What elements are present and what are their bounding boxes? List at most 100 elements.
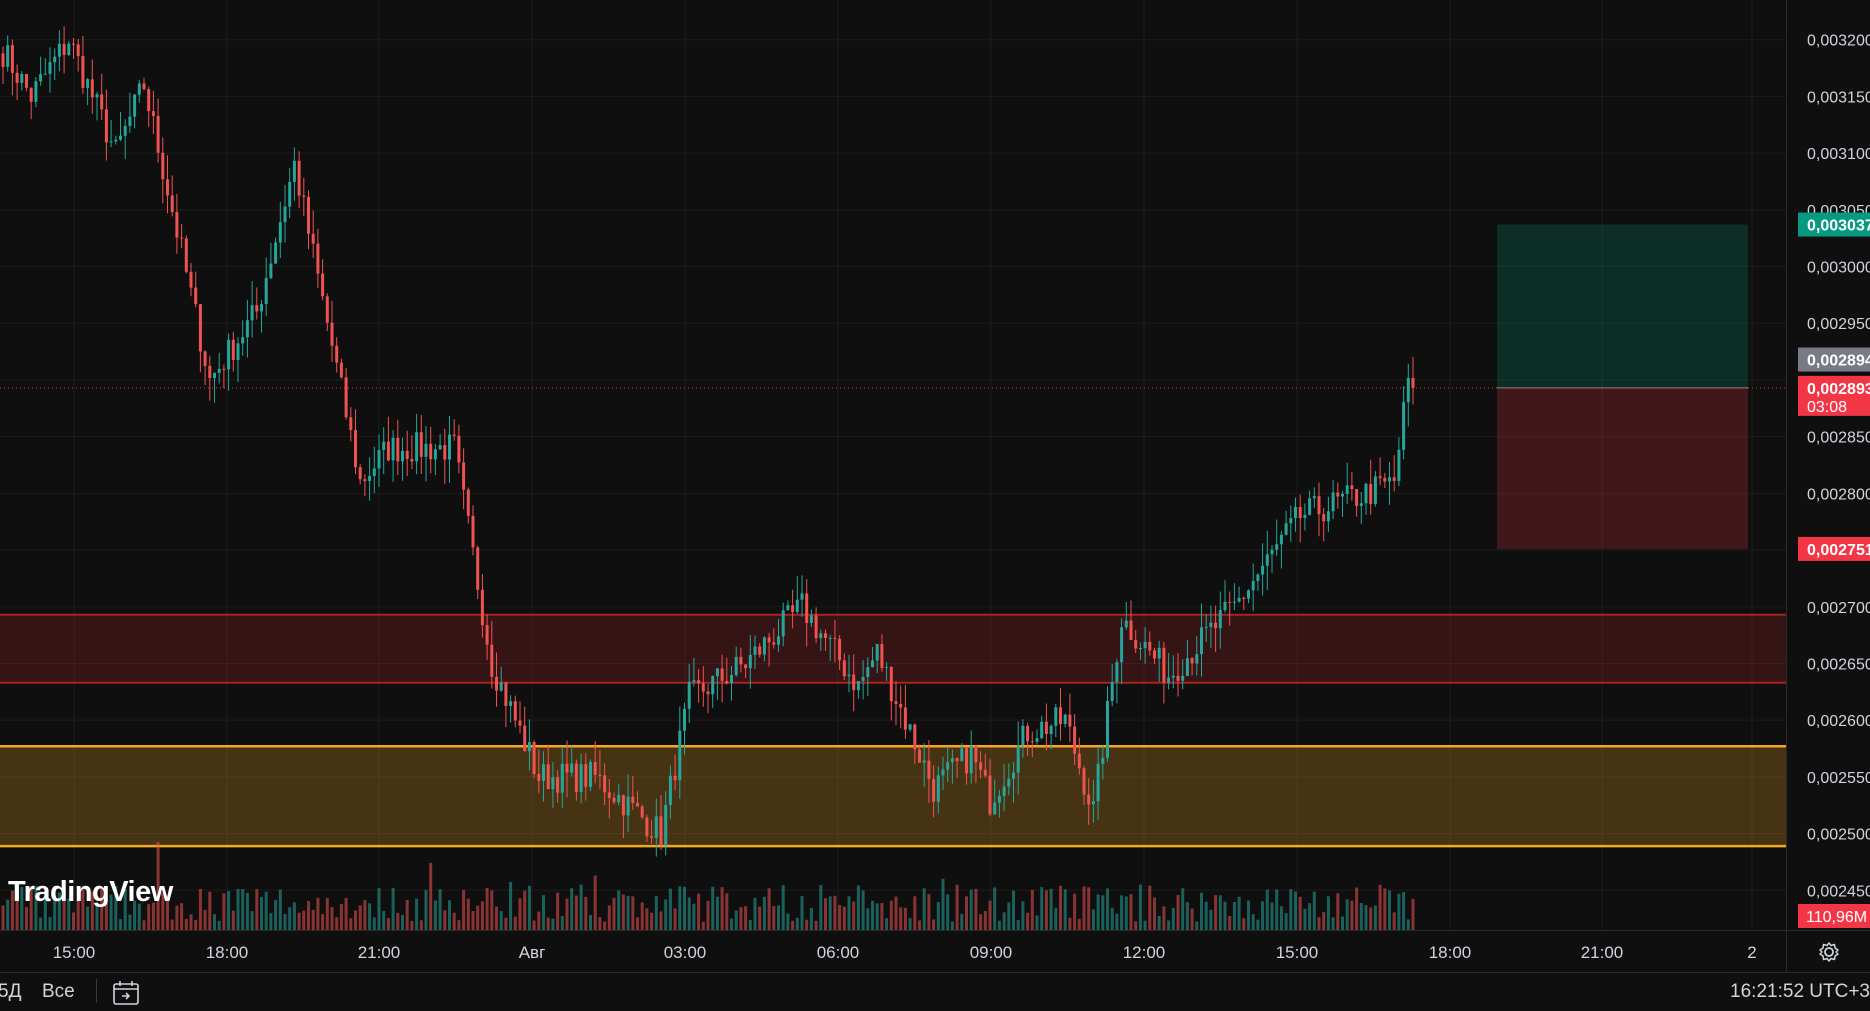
candle <box>725 657 729 685</box>
volume-bar <box>927 894 931 930</box>
volume-bar <box>795 917 799 930</box>
volume-bar <box>184 918 188 930</box>
volume-bar <box>1256 919 1260 930</box>
candle <box>551 761 555 808</box>
candle <box>805 579 809 647</box>
candle <box>133 93 137 129</box>
volume-bar <box>1378 884 1382 930</box>
candle <box>330 300 334 362</box>
candle-body <box>927 760 931 780</box>
volume-bar <box>1162 906 1166 930</box>
candle-body <box>151 111 155 116</box>
volume-bar <box>1044 890 1048 930</box>
volume-bar <box>39 917 43 930</box>
volume-bar <box>673 908 677 930</box>
volume-bar <box>1317 917 1321 930</box>
price-scale[interactable]: 0,003200 0,003150 0,003100 0,003050 0,003000… <box>1786 0 1870 930</box>
volume-bar <box>542 895 545 930</box>
candle <box>1021 719 1025 758</box>
candle-body <box>1096 763 1100 802</box>
volume-bar <box>100 889 104 930</box>
candle-body <box>147 89 151 112</box>
candle-body <box>1223 601 1227 611</box>
time-tick-label: 06:00 <box>817 943 860 962</box>
volume-bar <box>894 896 898 930</box>
volume-bar <box>997 920 1001 930</box>
candle-body <box>1242 597 1246 599</box>
volume-bar <box>109 894 113 930</box>
candle <box>1265 530 1269 591</box>
go-to-date-button[interactable] <box>112 979 142 1011</box>
volume-bar <box>288 907 292 930</box>
candle-body <box>1 53 5 67</box>
candle <box>321 259 325 301</box>
candle-body <box>1261 565 1265 575</box>
candle <box>1392 455 1396 492</box>
volume-bar <box>480 901 484 930</box>
candlestick-chart[interactable] <box>0 0 1786 930</box>
time-tick-label: 21:00 <box>358 943 401 962</box>
candle <box>53 48 57 81</box>
candle <box>316 228 320 288</box>
price-tick-label: 0,002800 <box>1807 486 1870 503</box>
candle <box>419 414 423 474</box>
candle <box>396 419 400 476</box>
candle-body <box>560 763 564 793</box>
candle <box>636 791 639 807</box>
candle <box>1096 746 1100 820</box>
candle-body <box>302 195 306 197</box>
candle <box>969 730 973 784</box>
candle-body <box>589 762 592 787</box>
range-all-button[interactable]: Все <box>42 981 75 1002</box>
candle-body <box>62 43 66 55</box>
candle <box>1138 642 1142 660</box>
candle-body <box>1087 794 1091 805</box>
candle <box>748 634 752 689</box>
candle <box>236 337 240 383</box>
range-5d-button[interactable]: 5Д <box>0 981 22 1002</box>
volume-bar <box>260 896 263 930</box>
volume-bar <box>739 907 743 930</box>
volume-bar <box>1308 903 1312 930</box>
candle-body <box>922 760 926 763</box>
volume-bar <box>396 912 400 930</box>
volume-bar <box>344 897 348 930</box>
candle-body <box>758 646 762 655</box>
candle <box>781 602 785 647</box>
candle <box>1054 704 1058 738</box>
candle-body <box>1397 449 1401 481</box>
candle-body <box>1402 402 1406 450</box>
volume-bar <box>490 890 494 930</box>
candle-body <box>650 836 654 838</box>
candle <box>363 474 367 497</box>
candle <box>650 819 654 844</box>
volume-bar <box>142 920 146 930</box>
candle-body <box>711 676 715 695</box>
price-axis[interactable]: 0,0032000,0031500,0031000,0030500,003000… <box>1787 0 1870 930</box>
candle-body <box>391 437 395 461</box>
clock-display[interactable]: 16:21:52 UTC+3 <box>1730 981 1870 1002</box>
volume-bar <box>180 903 184 930</box>
candle-body <box>988 775 992 815</box>
volume-bar <box>485 887 489 930</box>
candle <box>913 723 917 764</box>
time-axis[interactable]: 15:00 18:00 21:00 Авг 03:00 06:00 09:00 12:00 15… <box>0 930 1786 973</box>
candle-body <box>654 816 658 838</box>
candle-body <box>260 304 263 312</box>
candle-body <box>1059 707 1062 725</box>
volume-bar <box>678 886 682 930</box>
candle <box>123 119 127 160</box>
candle-body <box>175 212 179 238</box>
candle <box>664 791 668 856</box>
candle-body <box>231 339 235 361</box>
candle <box>1369 459 1373 515</box>
candle-body <box>880 643 884 668</box>
candle <box>156 98 160 163</box>
chart-area[interactable]: TradingView <box>0 0 1786 930</box>
candle-body <box>213 372 216 379</box>
chart-settings-button[interactable] <box>1786 930 1870 973</box>
candle-body <box>339 362 343 378</box>
volume-bar <box>1106 888 1109 930</box>
candle <box>518 701 522 734</box>
candle-body <box>513 701 517 721</box>
